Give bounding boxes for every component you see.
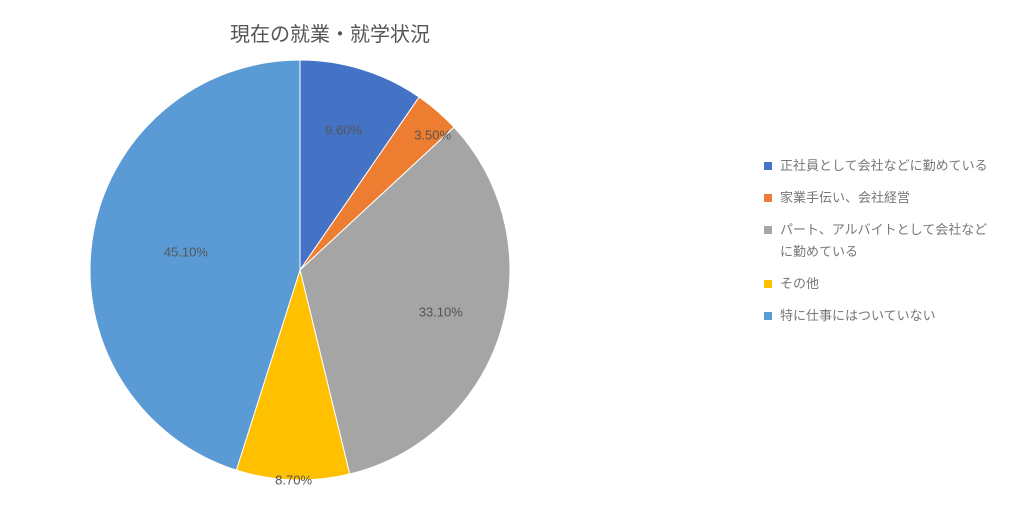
pie-svg bbox=[80, 50, 520, 490]
legend-marker bbox=[764, 162, 772, 170]
legend-item: 家業手伝い、会社経営 bbox=[764, 187, 994, 209]
slice-label: 45.10% bbox=[164, 245, 208, 260]
pie-area bbox=[80, 50, 520, 490]
legend-marker bbox=[764, 312, 772, 320]
legend-text: 正社員として会社などに勤めている bbox=[780, 155, 994, 177]
legend: 正社員として会社などに勤めている家業手伝い、会社経営パート、アルバイトとして会社… bbox=[764, 155, 994, 338]
pie-chart-container: 現在の就業・就学状況 正社員として会社などに勤めている家業手伝い、会社経営パート… bbox=[0, 0, 1024, 508]
slice-label: 3.50% bbox=[414, 127, 451, 142]
legend-text: その他 bbox=[780, 273, 994, 295]
legend-item: パート、アルバイトとして会社などに勤めている bbox=[764, 219, 994, 263]
legend-text: パート、アルバイトとして会社などに勤めている bbox=[780, 219, 994, 263]
legend-item: 正社員として会社などに勤めている bbox=[764, 155, 994, 177]
slice-label: 9.60% bbox=[325, 122, 362, 137]
legend-marker bbox=[764, 280, 772, 288]
chart-title: 現在の就業・就学状況 bbox=[0, 18, 660, 47]
legend-item: 特に仕事にはついていない bbox=[764, 305, 994, 327]
slice-label: 8.70% bbox=[275, 472, 312, 487]
legend-text: 家業手伝い、会社経営 bbox=[780, 187, 994, 209]
legend-item: その他 bbox=[764, 273, 994, 295]
legend-marker bbox=[764, 194, 772, 202]
slice-label: 33.10% bbox=[419, 305, 463, 320]
legend-text: 特に仕事にはついていない bbox=[780, 305, 994, 327]
legend-marker bbox=[764, 226, 772, 234]
